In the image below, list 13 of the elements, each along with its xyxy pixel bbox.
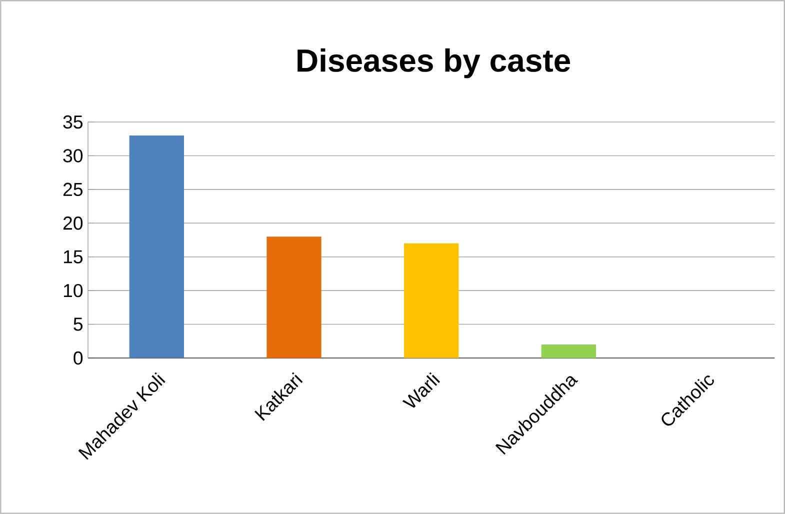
bar	[129, 135, 184, 358]
y-tick-label: 10	[64, 284, 83, 298]
bar	[541, 344, 596, 358]
y-tick-label: 25	[63, 182, 83, 196]
y-tick-label: 15	[64, 250, 83, 264]
y-tick-label: 5	[74, 318, 83, 331]
bar	[266, 236, 322, 358]
y-tick-label: 20	[63, 216, 83, 230]
bar	[404, 243, 459, 358]
y-tick-label: 35	[63, 115, 83, 129]
chart-title: Diseases by caste	[298, 48, 570, 78]
y-tick-label: 30	[63, 149, 83, 162]
y-tick-label: 0	[74, 351, 83, 365]
